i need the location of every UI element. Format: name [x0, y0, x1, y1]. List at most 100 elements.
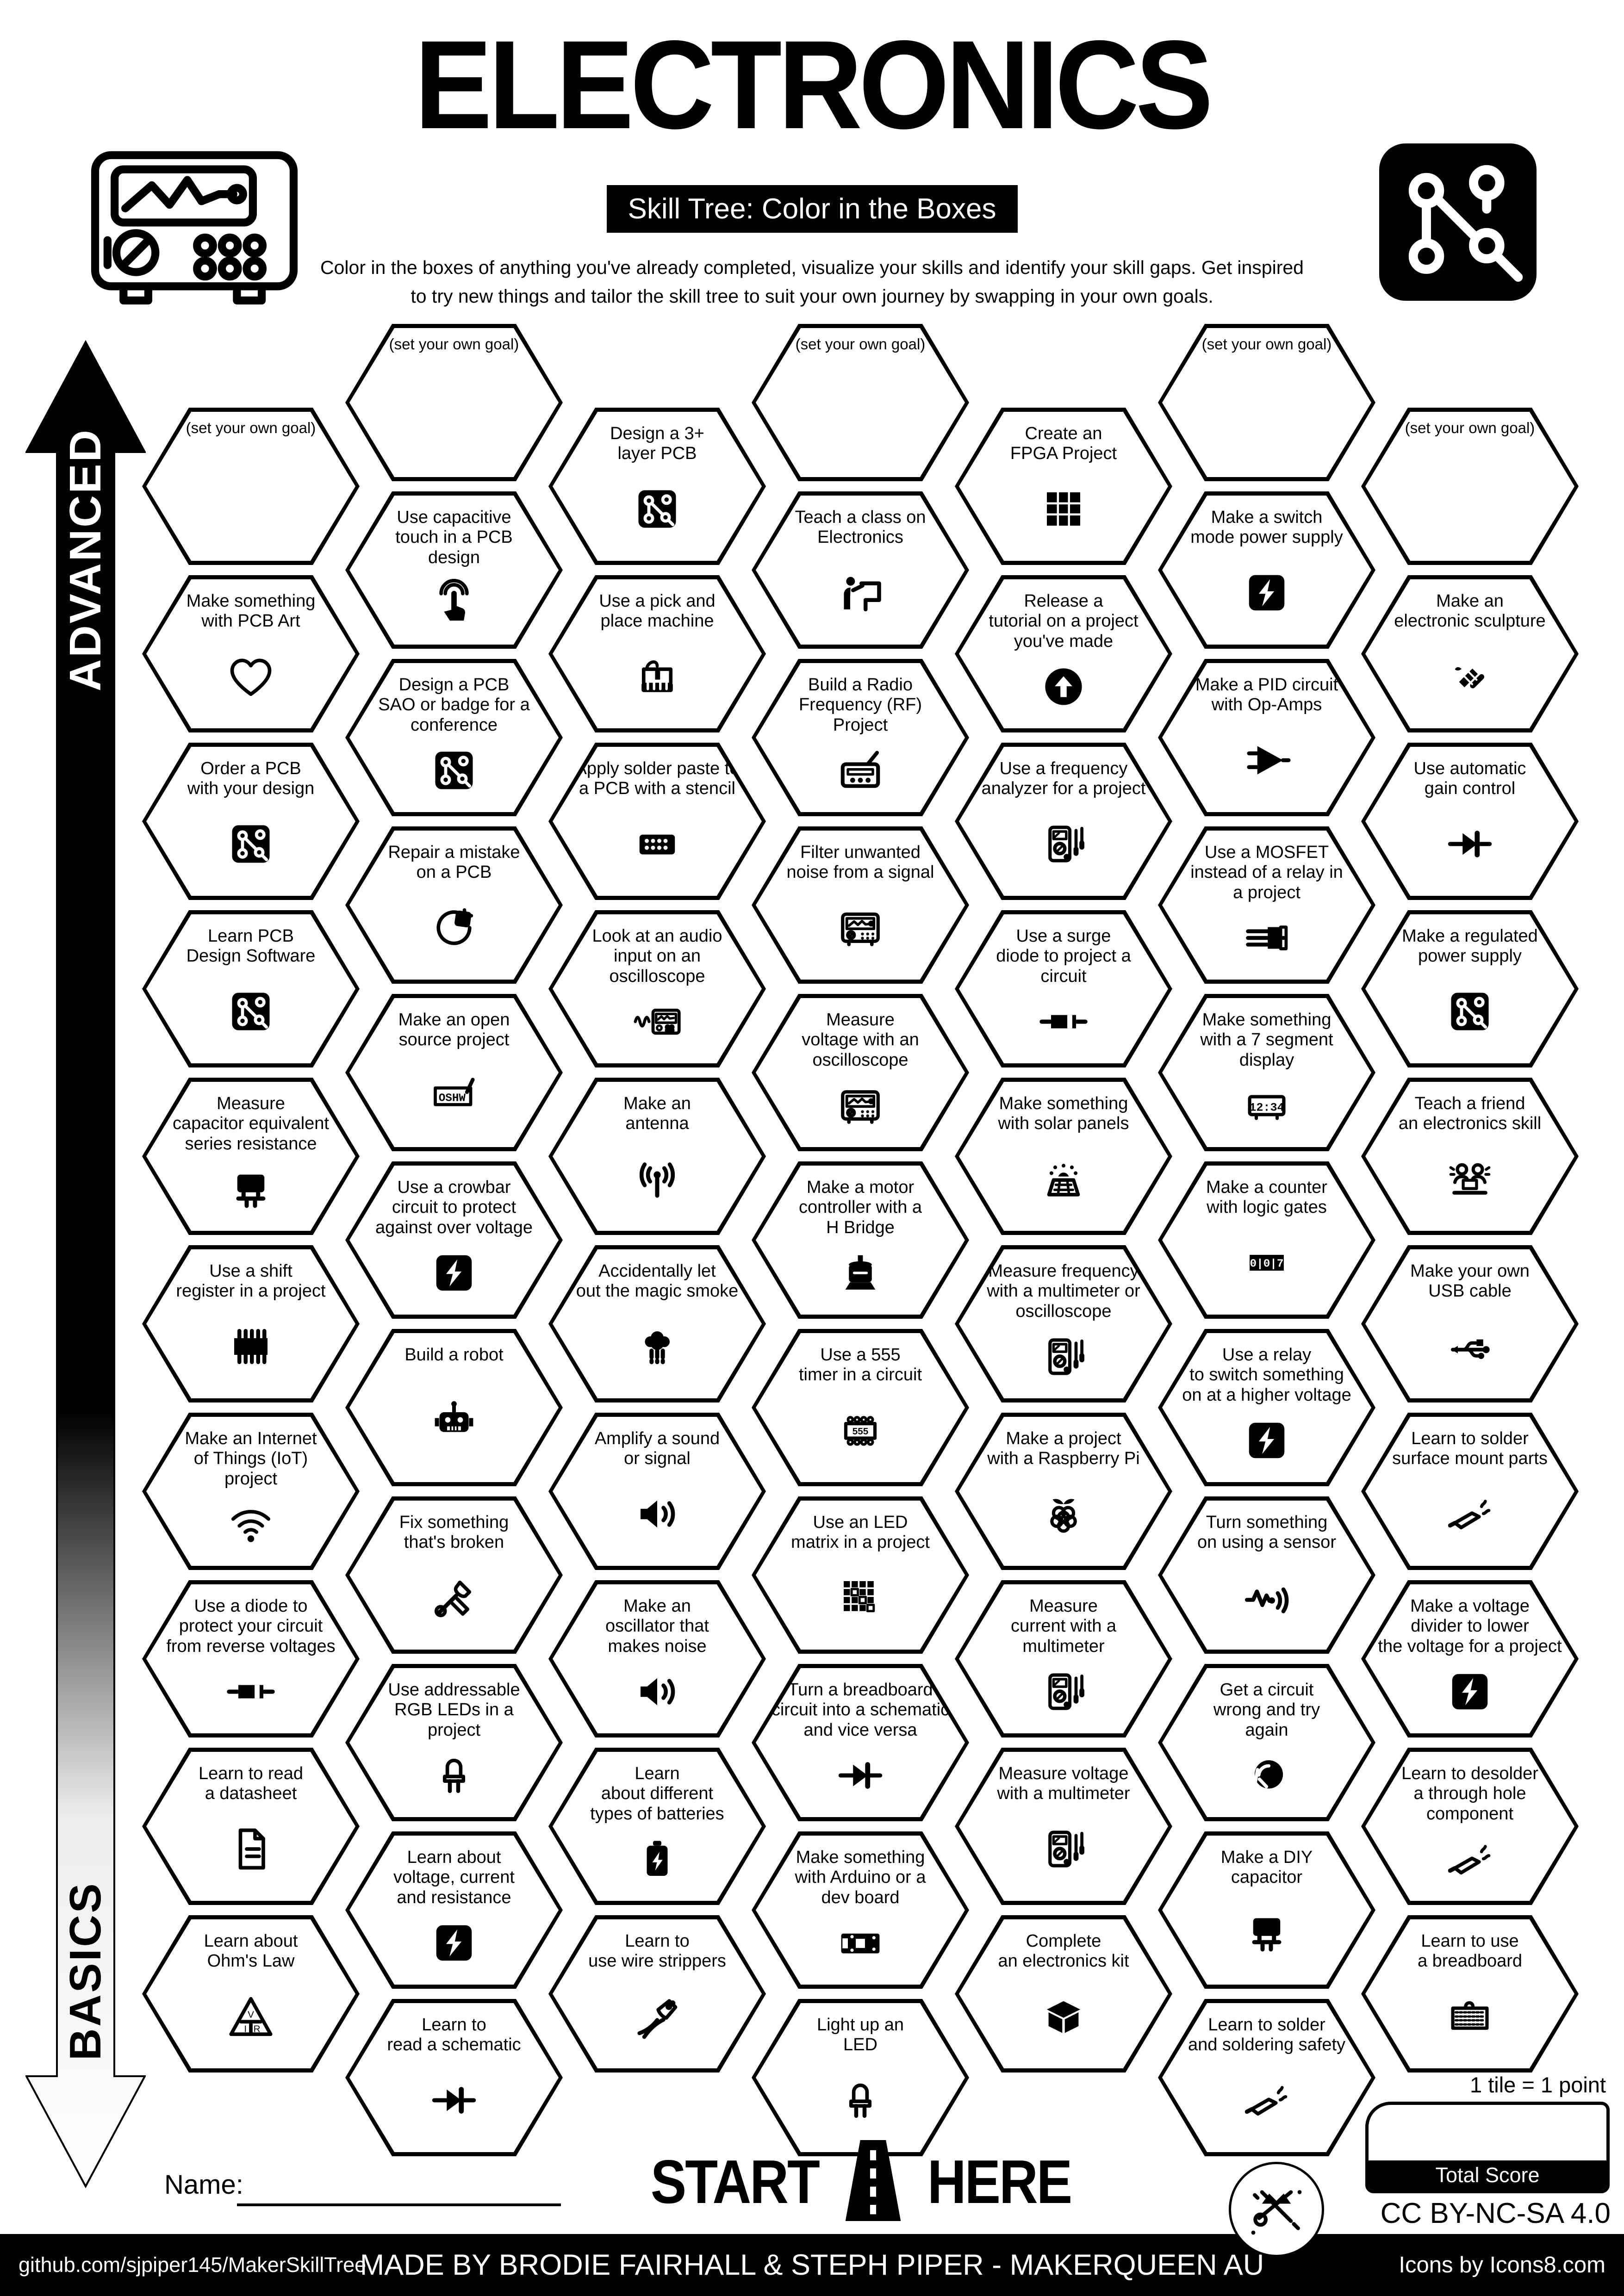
hex-tile[interactable]: Make something with a 7 segment display 1…: [1158, 994, 1375, 1151]
hex-tile[interactable]: Make an oscillator that makes noise: [548, 1580, 766, 1738]
hex-tile[interactable]: Make something with PCB Art: [142, 575, 360, 732]
hex-tile[interactable]: Learn about different types of batteries: [548, 1748, 766, 1905]
hex-tile[interactable]: Turn something on using a sensor: [1158, 1496, 1375, 1654]
hex-label: Light up an LED: [816, 2015, 904, 2055]
hex-tile[interactable]: Learn to use wire strippers: [548, 1915, 766, 2073]
hex-label: Make something with PCB Art: [186, 591, 316, 631]
hex-tile[interactable]: Make a voltage divider to lower the volt…: [1361, 1580, 1579, 1738]
hex-tile[interactable]: Make something with solar panels: [955, 1078, 1172, 1235]
hex-tile-inner: Make an open source project OSHW: [349, 998, 559, 1147]
hex-tile[interactable]: Look at an audio input on an oscilloscop…: [548, 910, 766, 1067]
hex-tile[interactable]: Use a surge diode to project a circuit: [955, 910, 1172, 1067]
hex-tile[interactable]: Learn PCB Design Software: [142, 910, 360, 1067]
hex-tile[interactable]: Use automatic gain control: [1361, 743, 1579, 900]
hex-tile[interactable]: Build a Radio Frequency (RF) Project: [752, 659, 969, 816]
hex-label: Turn something on using a sensor: [1197, 1513, 1336, 1552]
footer-credit: MADE BY BRODIE FAIRHALL & STEPH PIPER - …: [360, 2249, 1264, 2281]
hex-tile[interactable]: Measure capacitor equivalent series resi…: [142, 1078, 360, 1235]
hex-tile[interactable]: Use a frequency analyzer for a project: [955, 743, 1172, 900]
hex-tile[interactable]: Filter unwanted noise from a signal: [752, 826, 969, 984]
svg-text:R: R: [254, 2024, 261, 2035]
hex-tile[interactable]: Complete an electronics kit: [955, 1915, 1172, 2073]
touch-icon: [429, 568, 479, 645]
hex-tile[interactable]: Turn a breadboard circuit into a schemat…: [752, 1664, 969, 1821]
hex-tile[interactable]: Make a switch mode power supply: [1158, 491, 1375, 649]
hex-tile[interactable]: Learn to solder and soldering safety: [1158, 1999, 1375, 2156]
hex-tile[interactable]: Use a crowbar circuit to protect against…: [345, 1161, 563, 1319]
hex-tile[interactable]: Amplify a sound or signal: [548, 1413, 766, 1570]
hex-tile[interactable]: Use a relay to switch something on at a …: [1158, 1329, 1375, 1486]
hex-tile[interactable]: Design a PCB SAO or badge for a conferen…: [345, 659, 563, 816]
hex-tile[interactable]: Use capacitive touch in a PCB design: [345, 491, 563, 649]
speaker-icon: [632, 1469, 682, 1566]
hex-tile[interactable]: Make a motor controller with a H Bridge: [752, 1161, 969, 1319]
hex-tile[interactable]: Make a PID circuit with Op-Amps: [1158, 659, 1375, 816]
hex-tile[interactable]: Order a PCB with your design: [142, 743, 360, 900]
hex-tile[interactable]: (set your own goal): [345, 324, 563, 481]
hex-tile[interactable]: Use a 555 timer in a circuit 555: [752, 1329, 969, 1486]
hex-tile[interactable]: Make something with Arduino or a dev boa…: [752, 1831, 969, 1989]
hex-tile[interactable]: (set your own goal): [142, 408, 360, 565]
hex-tile[interactable]: Make a project with a Raspberry Pi: [955, 1413, 1172, 1570]
hex-tile[interactable]: Learn about voltage, current and resista…: [345, 1831, 563, 1989]
hex-label: Learn about Ohm's Law: [204, 1931, 298, 1971]
hex-tile[interactable]: Use a shift register in a project: [142, 1245, 360, 1402]
hex-tile[interactable]: Light up an LED: [752, 1999, 969, 2156]
hex-tile-inner: Make a switch mode power supply: [1162, 496, 1371, 645]
hex-tile[interactable]: Repair a mistake on a PCB: [345, 826, 563, 984]
hex-tile[interactable]: Make a counter with logic gates 0|0|7: [1158, 1161, 1375, 1319]
hex-tile[interactable]: Make a regulated power supply: [1361, 910, 1579, 1067]
hex-tile[interactable]: (set your own goal): [1361, 408, 1579, 565]
hex-label: Accidentally let out the magic smoke: [576, 1261, 739, 1301]
hex-tile[interactable]: Apply solder paste to a PCB with a stenc…: [548, 743, 766, 900]
hex-tile[interactable]: Make your own USB cable: [1361, 1245, 1579, 1402]
hex-tile[interactable]: Measure voltage with an oscilloscope: [752, 994, 969, 1151]
hex-tile[interactable]: Design a 3+ layer PCB: [548, 408, 766, 565]
hex-tile[interactable]: Make an Internet of Things (IoT) project: [142, 1413, 360, 1570]
hex-tile[interactable]: Use addressable RGB LEDs in a project: [345, 1664, 563, 1821]
hex-tile[interactable]: Learn to desolder a through hole compone…: [1361, 1748, 1579, 1905]
hex-tile[interactable]: Learn to solder surface mount parts: [1361, 1413, 1579, 1570]
pcb-icon: [1445, 967, 1495, 1063]
hex-tile[interactable]: Accidentally let out the magic smoke: [548, 1245, 766, 1402]
hex-tile[interactable]: Measure current with a multimeter: [955, 1580, 1172, 1738]
footer-repo-link[interactable]: github.com/sjpiper145/MakerSkillTree: [19, 2253, 367, 2277]
hex-tile[interactable]: Learn about Ohm's Law V I R: [142, 1915, 360, 2073]
hex-tile[interactable]: Make an open source project OSHW: [345, 994, 563, 1151]
multimeter-icon: [1039, 1804, 1089, 1901]
hex-label: Design a PCB SAO or badge for a conferen…: [378, 675, 530, 735]
hex-tile[interactable]: Build a robot: [345, 1329, 563, 1486]
hex-tile[interactable]: Use a diode to protect your circuit from…: [142, 1580, 360, 1738]
hex-tile-inner: Make an electronic sculpture: [1365, 579, 1574, 728]
hex-tile[interactable]: (set your own goal): [752, 324, 969, 481]
hex-tile[interactable]: Make a DIY capacitor: [1158, 1831, 1375, 1989]
hex-tile[interactable]: Fix something that's broken: [345, 1496, 563, 1654]
hex-tile[interactable]: Use a pick and place machine: [548, 575, 766, 732]
sculpture-icon: [1445, 632, 1495, 728]
hex-tile[interactable]: Measure frequency with a multimeter or o…: [955, 1245, 1172, 1402]
hex-label: Learn to solder surface mount parts: [1392, 1429, 1548, 1469]
antenna-icon: [632, 1134, 682, 1231]
hex-tile[interactable]: Release a tutorial on a project you've m…: [955, 575, 1172, 732]
hex-tile[interactable]: Create an FPGA Project: [955, 408, 1172, 565]
hex-label: Use a shift register in a project: [176, 1261, 326, 1301]
hex-label: Learn PCB Design Software: [186, 926, 316, 966]
total-score-box[interactable]: Total Score: [1365, 2102, 1610, 2193]
hex-tile[interactable]: Learn to use a breadboard: [1361, 1915, 1579, 2073]
name-input-line[interactable]: [237, 2203, 561, 2206]
hex-tile[interactable]: Get a circuit wrong and try again: [1158, 1664, 1375, 1821]
hex-tile[interactable]: Make an electronic sculpture: [1361, 575, 1579, 732]
hex-tile[interactable]: Teach a class on Electronics: [752, 491, 969, 649]
hex-tile[interactable]: Teach a friend an electronics skill: [1361, 1078, 1579, 1235]
box-icon: [1039, 1972, 1089, 2068]
oscilloscope-icon: [88, 148, 301, 317]
hex-tile[interactable]: Learn to read a datasheet: [142, 1748, 360, 1905]
hex-tile[interactable]: Use an LED matrix in a project: [752, 1496, 969, 1654]
hex-tile[interactable]: (set your own goal): [1158, 324, 1375, 481]
hex-tile[interactable]: Use a MOSFET instead of a relay in a pro…: [1158, 826, 1375, 984]
hex-tile[interactable]: Learn to read a schematic: [345, 1999, 563, 2156]
hex-tile[interactable]: Make an antenna: [548, 1078, 766, 1235]
svg-text:V: V: [248, 2010, 254, 2020]
hex-tile[interactable]: Measure voltage with a multimeter: [955, 1748, 1172, 1905]
hex-label: Apply solder paste to a PCB with a stenc…: [575, 759, 740, 799]
